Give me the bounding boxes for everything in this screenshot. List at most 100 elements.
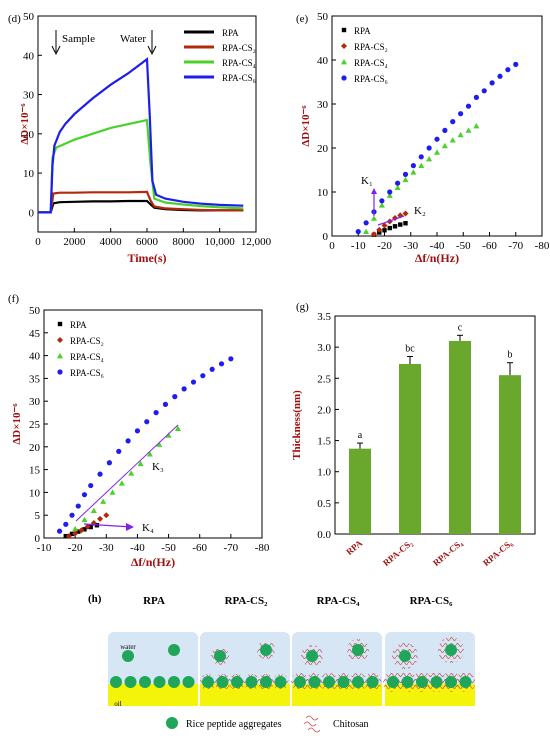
data-point xyxy=(209,366,215,372)
category-label: RPA-CS₆ xyxy=(481,538,514,568)
legend-label: RPA-CS₂ xyxy=(354,42,388,52)
panel-g-frame xyxy=(334,315,536,535)
panel-f-xlabel: Δf/n(Hz) xyxy=(131,555,175,569)
schematic-header: RPA-CS₂ xyxy=(225,595,269,607)
xtick-label: -10 xyxy=(351,240,366,252)
interface-particle xyxy=(231,676,243,688)
data-point xyxy=(355,229,361,235)
data-point xyxy=(125,438,131,444)
sample-arrow-annotation: Sample xyxy=(51,30,95,56)
interface-particle xyxy=(323,676,335,688)
panel-d-ytick-label: 50 xyxy=(23,11,35,23)
xtick-label: 0 xyxy=(329,240,335,252)
interface-particle xyxy=(202,676,214,688)
legend-label: RPA-CS₆ xyxy=(222,73,256,83)
category-label: RPA-CS₄ xyxy=(431,538,464,568)
ytick-label: 5 xyxy=(35,510,41,522)
data-point xyxy=(481,88,487,94)
ytick-label: 20 xyxy=(317,143,329,155)
k2-label: K₂ xyxy=(414,205,426,217)
category-label: RPA xyxy=(344,538,364,557)
water-arrow-annotation: Water xyxy=(120,30,157,56)
data-point xyxy=(382,228,387,233)
data-point xyxy=(69,531,75,537)
sample-annotation: Sample xyxy=(62,33,95,45)
interface-particle xyxy=(401,676,414,688)
panel-d-legend: RPA RPA-CS₂ RPA-CS₄ RPA-CS₆ xyxy=(184,28,256,83)
data-point xyxy=(403,221,408,226)
interface-particle xyxy=(387,676,399,688)
data-point xyxy=(395,180,401,186)
data-point xyxy=(410,169,417,175)
panel-e-ylabel: ΔD×10⁻⁶ xyxy=(300,105,312,147)
k1-label: K₁ xyxy=(361,175,373,187)
panel-d-label: (d) xyxy=(8,13,21,25)
category-label: RPA-CS₂ xyxy=(381,538,414,568)
thickness-bar xyxy=(499,375,521,534)
interface-particle xyxy=(110,676,122,688)
data-point xyxy=(63,521,69,527)
water-particle xyxy=(168,644,180,656)
ytick-label: 50 xyxy=(29,305,41,317)
panel-d-xlabel: Time(s) xyxy=(127,251,166,265)
ytick-label: 15 xyxy=(29,465,41,477)
panel-f-ylabel: ΔD×10⁻⁶ xyxy=(11,403,23,445)
panel-g-ytick-label: 0.0 xyxy=(317,529,331,541)
significance-letter: b xyxy=(508,350,513,361)
thickness-bar xyxy=(399,363,421,534)
panel-d-xtick-label: 6000 xyxy=(136,236,159,248)
panel-d-series-line xyxy=(38,57,244,214)
data-point xyxy=(386,192,393,198)
legend-marker xyxy=(57,337,63,343)
xtick-label: -80 xyxy=(535,240,550,252)
data-point xyxy=(144,419,150,425)
legend-marker xyxy=(57,321,63,327)
data-point xyxy=(449,137,456,143)
significance-letter: a xyxy=(358,430,363,441)
data-point xyxy=(200,373,206,379)
panel-h-schematic: (h) RPA RPA-CS₂ RPA-CS₄ RPA-CS₆ water oil Ri… xyxy=(88,593,476,733)
panel-e-dissipation-frequency: (e) 0 10 20 30 40 50 0 -10 -20 -30 -40 -50 -60 -70 -8… xyxy=(296,11,550,265)
thickness-bar xyxy=(349,448,371,534)
data-point xyxy=(88,482,94,489)
data-point xyxy=(106,460,112,466)
panel-f-dissipation-frequency: (f) 0 5 10 15 20 25 30 35 40 45 50 -10 -20 -30 -40 -50… xyxy=(8,293,270,569)
panel-g-ytick-label: 3.5 xyxy=(317,311,331,323)
data-point xyxy=(218,361,225,367)
data-point xyxy=(118,480,125,486)
data-point xyxy=(174,425,181,431)
data-point xyxy=(410,163,416,169)
data-point xyxy=(371,231,377,238)
interface-particle xyxy=(274,676,287,688)
legend-marker xyxy=(341,59,347,65)
data-point xyxy=(426,156,433,162)
legend-marker xyxy=(57,369,63,375)
k3-label: K₃ xyxy=(152,461,164,473)
k4-label: K₄ xyxy=(142,522,154,534)
data-point xyxy=(426,145,432,151)
data-point xyxy=(379,198,385,204)
data-point xyxy=(90,507,97,514)
data-point xyxy=(75,503,81,509)
interface-particle xyxy=(352,676,364,688)
water-annotation: Water xyxy=(120,33,146,45)
particle-legend-icon xyxy=(166,717,178,729)
data-point xyxy=(392,224,398,229)
panel-g-ytick-label: 2.0 xyxy=(317,404,331,416)
data-point xyxy=(376,226,383,233)
thickness-bar xyxy=(449,340,471,534)
data-point xyxy=(134,428,141,434)
xtick-label: -10 xyxy=(37,542,52,554)
panel-d-ytick-label: 0 xyxy=(29,207,35,219)
schematic-legend: Rice peptide aggregates Chitosan xyxy=(166,715,369,733)
schematic-header: RPA-CS₆ xyxy=(410,595,454,607)
ytick-label: 30 xyxy=(317,99,329,111)
data-point xyxy=(146,451,153,457)
interface-particle xyxy=(430,676,443,688)
data-point xyxy=(442,127,448,133)
xtick-label: -80 xyxy=(255,542,270,554)
panel-d-dissipation-time: (d) 0 10 20 30 40 50 0 2000 4000 6000 8000 10,000 1… xyxy=(8,11,272,265)
data-point xyxy=(387,189,393,195)
panel-e-xlabel: Δf/n(Hz) xyxy=(415,251,459,265)
panel-d-xtick-label: 2000 xyxy=(63,236,86,248)
